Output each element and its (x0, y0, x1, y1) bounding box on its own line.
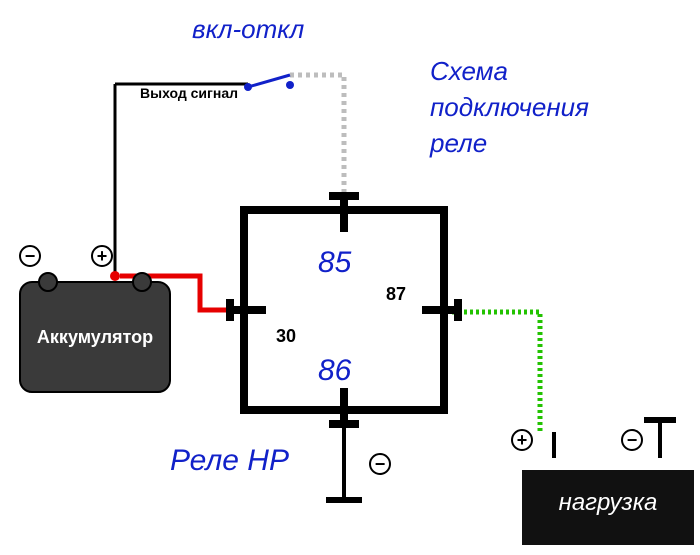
polarity-minus: − (627, 430, 638, 450)
polarity-minus: − (375, 454, 386, 474)
pin-86-label: 86 (318, 354, 352, 387)
pin-87-label: 87 (386, 284, 406, 304)
pin-30-label: 30 (276, 326, 296, 346)
relay-name-label: Реле НР (170, 444, 289, 477)
polarity-minus: − (25, 246, 36, 266)
battery-label: Аккумулятор (37, 327, 153, 347)
polarity-plus: + (97, 246, 108, 266)
polarity-plus: + (517, 430, 528, 450)
load-label: нагрузка (559, 489, 658, 516)
pin-85-label: 85 (318, 246, 352, 279)
relay-wiring-diagram: Аккумулятор нагрузка − + − + − вкл-откл Схема под… (0, 0, 700, 555)
switch-label: вкл-откл (192, 14, 305, 44)
: реле (429, 128, 487, 158)
diagram-title: Схема (430, 56, 508, 86)
signal-out-label: Выход сигнал (140, 85, 238, 101)
: подключения (430, 92, 589, 122)
